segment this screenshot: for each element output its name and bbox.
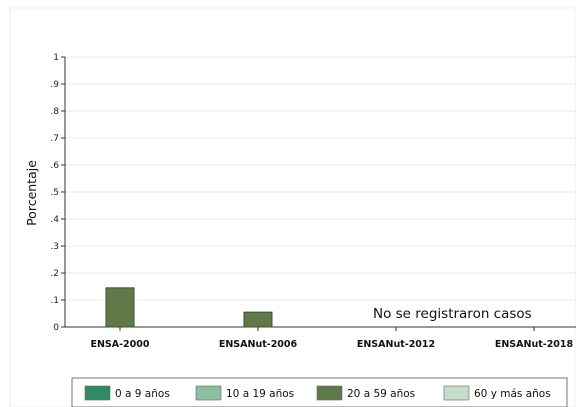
x-tick-label: ENSANut-2018	[495, 339, 574, 350]
y-tick-label: .6	[50, 161, 59, 171]
x-tick-label: ENSANut-2006	[219, 339, 298, 350]
legend-label: 60 y más años	[474, 388, 551, 400]
chart-frame	[9, 7, 576, 407]
y-tick-label: .1	[50, 296, 59, 306]
bars	[105, 287, 273, 328]
legend-label: 0 a 9 años	[115, 388, 170, 400]
legend-label: 10 a 19 años	[226, 388, 294, 400]
y-tick-label: .5	[50, 188, 59, 198]
bar	[105, 287, 135, 328]
y-tick-label: .3	[50, 242, 59, 252]
y-tick-label: .9	[50, 80, 59, 90]
x-tick-label: ENSA-2000	[90, 339, 149, 350]
legend-swatch	[84, 385, 111, 401]
legend: 0 a 9 años 10 a 19 años 20 a 59 años 60 y m…	[71, 377, 568, 407]
y-axis: 0 .1 .2 .3 .4 .5 .6 .7 .8 .9 1	[50, 53, 66, 333]
y-tick-label: 0	[53, 323, 59, 333]
y-tick-label: .4	[50, 215, 59, 225]
x-tick-label: ENSANut-2012	[357, 339, 435, 350]
gridlines	[65, 56, 576, 301]
y-tick-label: .7	[50, 134, 59, 144]
y-tick-label: .8	[50, 107, 59, 117]
x-axis: ENSA-2000 ENSANut-2006 ENSANut-2012 ENSANut…	[65, 326, 576, 350]
legend-label: 20 a 59 años	[347, 388, 415, 400]
no-cases-annotation: No se registraron casos	[373, 306, 532, 322]
y-tick-label: 1	[53, 53, 59, 63]
bar	[243, 311, 273, 328]
legend-swatch	[443, 385, 470, 401]
y-tick-label: .2	[50, 269, 59, 279]
legend-swatch	[195, 385, 222, 401]
legend-swatch	[316, 385, 343, 401]
y-axis-label: Porcentaje	[24, 160, 39, 226]
